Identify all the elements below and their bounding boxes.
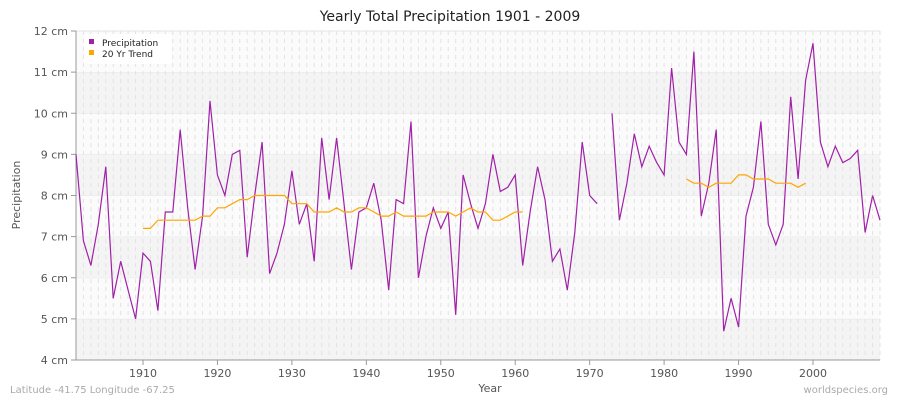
- y-axis-label: Precipitation: [10, 161, 23, 230]
- legend-label: 20 Yr Trend: [102, 50, 153, 60]
- y-tick-label: 4 cm: [41, 354, 68, 367]
- x-tick-label: 1990: [725, 367, 753, 380]
- legend-box: [84, 34, 172, 64]
- y-tick-label: 10 cm: [34, 107, 68, 120]
- x-tick-label: 1940: [352, 367, 380, 380]
- x-tick-label: 1920: [203, 367, 231, 380]
- y-tick-label: 7 cm: [41, 231, 68, 244]
- y-tick-label: 5 cm: [41, 313, 68, 326]
- y-tick-label: 11 cm: [34, 66, 68, 79]
- grid-band: [76, 72, 880, 114]
- legend-swatch: [89, 39, 94, 44]
- y-tick-label: 8 cm: [41, 190, 68, 203]
- y-tick-label: 9 cm: [41, 148, 68, 161]
- x-tick-label: 1910: [129, 367, 157, 380]
- footer-site[interactable]: worldspecies.org: [803, 385, 888, 396]
- legend-label: Precipitation: [102, 39, 158, 49]
- x-tick-label: 1980: [650, 367, 678, 380]
- trend-line: [686, 174, 806, 188]
- footer-coords: Latitude -41.75 Longitude -67.25: [10, 385, 175, 396]
- x-tick-label: 1960: [501, 367, 529, 380]
- y-tick-label: 12 cm: [34, 25, 68, 38]
- x-tick-label: 2000: [799, 367, 827, 380]
- y-tick-label: 6 cm: [41, 272, 68, 285]
- trend-line: [143, 194, 523, 229]
- x-tick-label: 1950: [427, 367, 455, 380]
- legend-swatch: [89, 50, 94, 55]
- x-tick-label: 1970: [576, 367, 604, 380]
- precipitation-line: [75, 100, 598, 320]
- x-tick-label: 1930: [278, 367, 306, 380]
- precipitation-line: [611, 43, 881, 332]
- chart-title: Yearly Total Precipitation 1901 - 2009: [319, 9, 581, 25]
- x-axis-label: Year: [477, 382, 502, 395]
